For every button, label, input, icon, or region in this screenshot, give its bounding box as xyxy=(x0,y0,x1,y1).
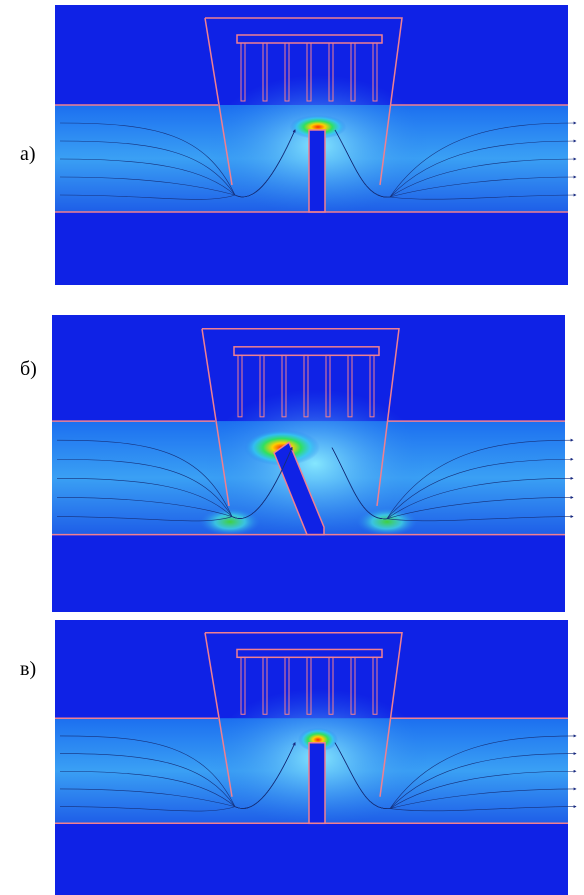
plate xyxy=(372,42,378,102)
warm-spot xyxy=(357,507,417,536)
chamber xyxy=(201,328,400,507)
panel-label: б) xyxy=(20,358,37,380)
obstacle xyxy=(308,129,326,213)
hotspot xyxy=(289,115,347,139)
plate xyxy=(284,42,290,102)
panel: б) xyxy=(20,315,574,612)
warm-spot xyxy=(200,507,260,536)
plate xyxy=(347,354,353,418)
plate xyxy=(306,42,312,102)
streamline xyxy=(59,129,296,200)
plate xyxy=(303,354,309,418)
plate xyxy=(350,656,356,715)
obstacle xyxy=(273,441,325,536)
plate xyxy=(237,354,243,418)
plate xyxy=(369,354,375,418)
plate xyxy=(259,354,265,418)
hotspot xyxy=(298,727,338,752)
panel: а) xyxy=(20,5,577,285)
plate xyxy=(281,354,287,418)
plate xyxy=(372,656,378,715)
streamline xyxy=(59,742,296,812)
streamline xyxy=(331,447,574,522)
plate xyxy=(306,656,312,715)
panel: в) xyxy=(20,620,577,895)
plate xyxy=(325,354,331,418)
plate xyxy=(262,42,268,102)
streamline xyxy=(56,447,293,522)
chamber xyxy=(204,632,403,797)
plate xyxy=(240,656,246,715)
chamber xyxy=(204,17,403,186)
plate xyxy=(262,656,268,715)
panel-label: а) xyxy=(20,143,36,165)
streamline xyxy=(334,129,577,200)
streamline xyxy=(334,742,577,812)
plate xyxy=(284,656,290,715)
obstacle xyxy=(308,742,326,825)
plate xyxy=(350,42,356,102)
glow xyxy=(205,389,425,538)
plate xyxy=(328,656,334,715)
panel-label: в) xyxy=(20,658,36,680)
plate xyxy=(328,42,334,102)
plate xyxy=(240,42,246,102)
